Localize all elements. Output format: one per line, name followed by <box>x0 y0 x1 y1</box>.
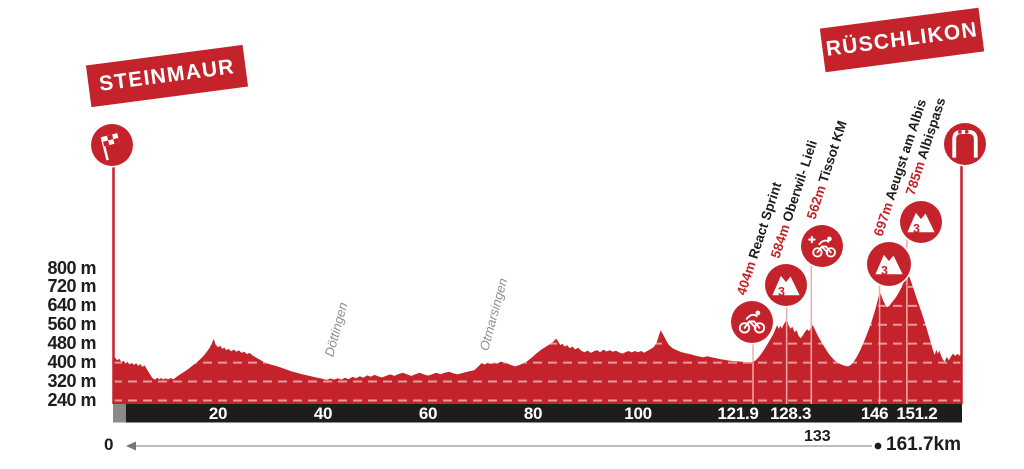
x-axis-label-60: 60 <box>418 403 438 423</box>
start-marker <box>91 124 133 166</box>
climb-cat3-icon: 3 <box>907 212 935 236</box>
tissot-km-icon <box>808 235 836 258</box>
x-axis-label-80: 80 <box>523 403 543 423</box>
x-axis-label-133: 133 <box>804 428 831 445</box>
finish-marker <box>944 123 986 165</box>
start-block <box>113 404 126 423</box>
finish-arch-icon <box>952 130 978 158</box>
x-axis-label-40: 40 <box>313 403 333 423</box>
x-axis-label-121.9: 121.9 <box>717 403 759 423</box>
waypoint-marker-1: 3 <box>765 264 807 306</box>
y-axis-label-400: 400 m <box>47 352 96 373</box>
start-town-label: STEINMAUR <box>97 55 237 96</box>
x-axis-label-20: 20 <box>208 403 228 423</box>
y-axis-label-240: 240 m <box>47 389 96 410</box>
y-axis-label-480: 480 m <box>47 333 96 354</box>
x-axis-label-128.3: 128.3 <box>770 403 812 423</box>
y-axis-label-800: 800 m <box>47 257 96 278</box>
distance-bar <box>113 404 962 423</box>
y-axis-label-640: 640 m <box>47 295 96 316</box>
elevation-area <box>113 271 962 404</box>
x-axis-label-total: 161.7km <box>886 434 962 455</box>
x-axis-label-zero: 0 <box>104 435 114 454</box>
y-axis-label-320: 320 m <box>47 371 96 392</box>
x-axis-label-100: 100 <box>624 403 652 423</box>
svg-text:3: 3 <box>913 222 920 236</box>
distance-line-arrow <box>126 441 136 451</box>
waypoint-marker-3: 3 <box>867 242 911 286</box>
checkered-flag-icon <box>100 133 120 161</box>
waypoint-marker-2 <box>801 225 843 267</box>
climb-cat3-icon: 3 <box>772 275 800 299</box>
sprint-icon <box>738 310 766 334</box>
climb-cat3-icon: 3 <box>875 254 903 278</box>
waypoint-marker-0 <box>731 301 773 343</box>
y-axis-label-560: 560 m <box>47 314 96 335</box>
waypoint-marker-4: 3 <box>900 201 942 243</box>
svg-text:3: 3 <box>778 285 785 299</box>
x-axis-label-151.2: 151.2 <box>896 403 938 423</box>
x-axis-label-146: 146 <box>860 403 889 423</box>
distance-line-dot <box>874 442 882 450</box>
svg-text:3: 3 <box>881 264 888 278</box>
y-axis-label-720: 720 m <box>47 276 96 297</box>
